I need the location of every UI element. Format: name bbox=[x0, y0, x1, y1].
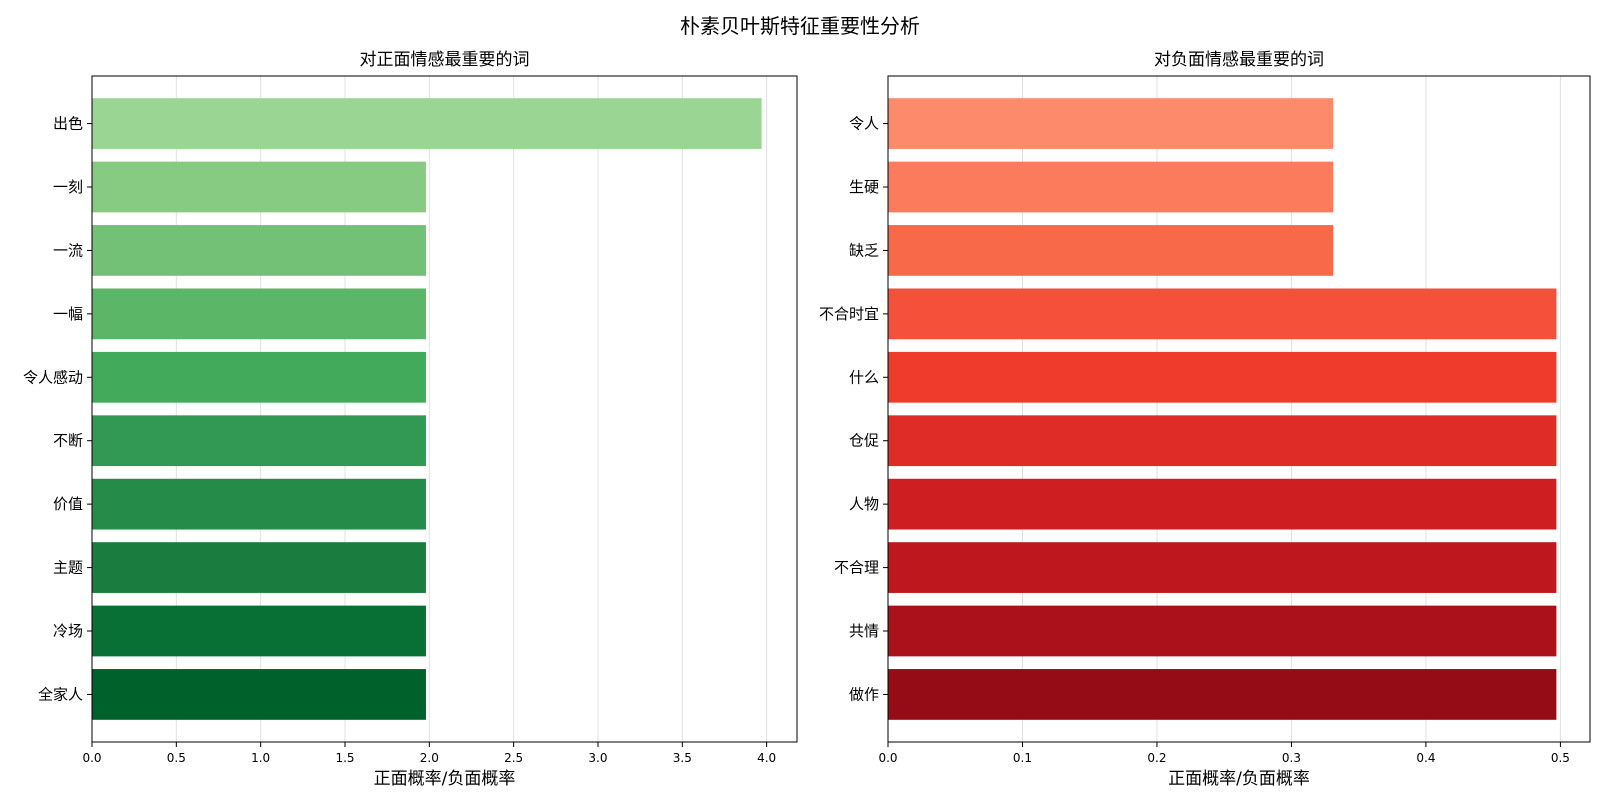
x-tick-label: 0.1 bbox=[1013, 751, 1032, 765]
x-axis-label: 正面概率/负面概率 bbox=[374, 769, 516, 789]
plot-frame bbox=[887, 75, 1591, 743]
x-tick-label: 1.5 bbox=[335, 751, 354, 765]
panel-title: 对负面情感最重要的词 bbox=[1154, 50, 1324, 70]
bar-共情 bbox=[888, 605, 1557, 657]
bar-冷场 bbox=[92, 605, 426, 657]
y-tick-label: 不合时宜 bbox=[819, 305, 879, 323]
y-tick-label: 不断 bbox=[53, 432, 83, 450]
y-tick-label: 不合理 bbox=[834, 559, 879, 577]
y-tick-label: 一流 bbox=[53, 241, 83, 259]
x-tick-label: 0.4 bbox=[1416, 751, 1435, 765]
bar-主题 bbox=[92, 542, 426, 593]
bar-生硬 bbox=[888, 161, 1334, 213]
bar-一流 bbox=[92, 225, 426, 276]
x-tick-label: 0.0 bbox=[82, 751, 101, 765]
y-tick-label: 人物 bbox=[849, 495, 879, 513]
x-tick-label: 0.2 bbox=[1147, 751, 1166, 765]
y-tick-label: 令人 bbox=[849, 115, 879, 133]
y-tick-label: 一幅 bbox=[53, 305, 83, 323]
bar-出色 bbox=[92, 98, 762, 149]
bar-不断 bbox=[92, 415, 426, 467]
x-tick-label: 4.0 bbox=[757, 751, 776, 765]
y-tick-label: 冷场 bbox=[53, 622, 83, 640]
y-tick-label: 一刻 bbox=[53, 178, 83, 196]
y-tick-label: 做作 bbox=[849, 685, 879, 703]
bar-令人感动 bbox=[92, 351, 426, 403]
y-tick-label: 全家人 bbox=[38, 685, 83, 703]
x-tick-label: 0.3 bbox=[1282, 751, 1301, 765]
x-tick-label: 3.5 bbox=[673, 751, 692, 765]
bar-一幅 bbox=[92, 288, 426, 340]
x-tick-label: 1.0 bbox=[251, 751, 270, 765]
y-tick-label: 共情 bbox=[849, 622, 879, 640]
y-tick-label: 令人感动 bbox=[23, 368, 83, 386]
bar-一刻 bbox=[92, 161, 426, 213]
x-tick-label: 2.5 bbox=[504, 751, 523, 765]
bar-做作 bbox=[888, 669, 1557, 720]
bar-缺乏 bbox=[888, 225, 1334, 276]
y-tick-label: 出色 bbox=[53, 115, 83, 133]
y-tick-label: 什么 bbox=[849, 368, 879, 386]
x-tick-label: 3.0 bbox=[588, 751, 607, 765]
y-tick-label: 缺乏 bbox=[849, 241, 879, 259]
figure-title: 朴素贝叶斯特征重要性分析 bbox=[680, 14, 920, 38]
y-tick-label: 仓促 bbox=[849, 432, 879, 450]
plot-frame bbox=[91, 75, 798, 743]
x-tick-label: 2.0 bbox=[420, 751, 439, 765]
bar-令人 bbox=[888, 98, 1334, 149]
bar-不合时宜 bbox=[888, 288, 1557, 340]
bar-价值 bbox=[92, 478, 426, 530]
x-axis-label: 正面概率/负面概率 bbox=[1168, 769, 1310, 789]
bar-什么 bbox=[888, 351, 1557, 403]
x-tick-label: 0.0 bbox=[878, 751, 897, 765]
x-tick-label: 0.5 bbox=[1551, 751, 1570, 765]
y-tick-label: 生硬 bbox=[849, 178, 879, 196]
x-tick-label: 0.5 bbox=[167, 751, 186, 765]
bar-仓促 bbox=[888, 415, 1557, 467]
y-tick-label: 主题 bbox=[53, 559, 83, 577]
panel-title: 对正面情感最重要的词 bbox=[360, 50, 530, 70]
y-tick-label: 价值 bbox=[53, 495, 83, 513]
bar-全家人 bbox=[92, 669, 426, 720]
bar-不合理 bbox=[888, 542, 1557, 593]
bar-人物 bbox=[888, 478, 1557, 530]
